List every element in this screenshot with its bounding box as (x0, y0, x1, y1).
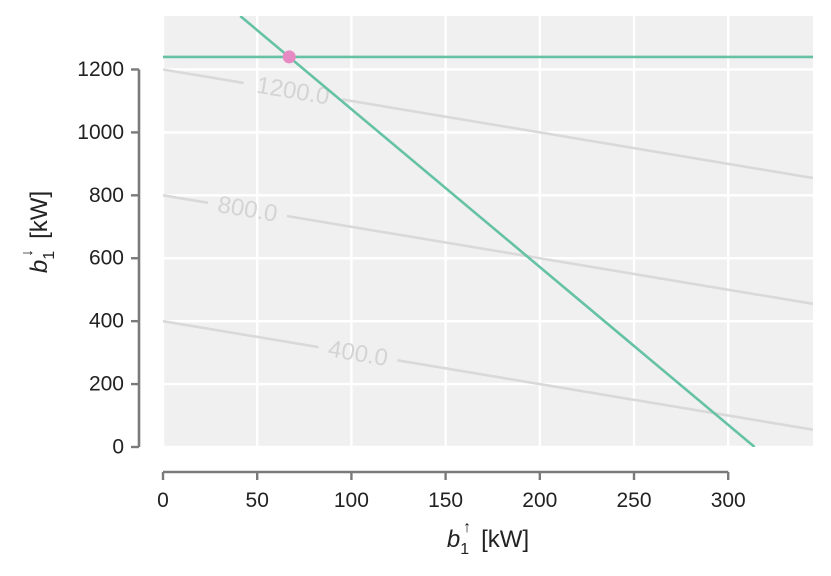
x-axis: 0 50 100 150 200 250 300 (157, 470, 746, 512)
x-tick-label-0: 0 (157, 489, 169, 512)
x-tick-label-250: 250 (616, 489, 651, 512)
contour-line-800-b (286, 214, 813, 306)
x-tick-label-150: 150 (428, 489, 463, 512)
y-axis-unit: [kW] (26, 191, 53, 239)
constraint-line-2 (239, 16, 756, 447)
y-axis-variable: b (26, 260, 53, 273)
y-tick-label-600: 600 (89, 247, 124, 270)
constraint-lines (163, 16, 813, 447)
x-axis-subscript: 1 (460, 541, 469, 558)
x-axis-label: b1 ↑ [kW] (447, 519, 529, 558)
y-axis-label: b1 ↓ [kW] (19, 191, 58, 273)
x-tick-label-300: 300 (711, 489, 746, 512)
y-tick-label-0: 0 (112, 436, 124, 459)
contour-line-400-a (163, 319, 319, 349)
contour-line-400-b (397, 359, 813, 431)
y-tick-label-1000: 1000 (77, 121, 124, 144)
contour-line-1200-a (163, 68, 244, 85)
x-tick-label-100: 100 (334, 489, 369, 512)
grid (161, 16, 813, 449)
x-axis-variable: b (447, 526, 460, 553)
x-axis-unit: [kW] (481, 526, 529, 553)
x-tick-label-50: 50 (246, 489, 269, 512)
y-axis: 0 200 400 600 800 1000 1200 (77, 58, 141, 459)
y-tick-label-200: 200 (89, 373, 124, 396)
optimum-marker (282, 50, 296, 64)
y-axis-superscript: ↓ (19, 249, 36, 257)
marker-layer (282, 50, 296, 64)
y-tick-label-800: 800 (89, 184, 124, 207)
x-tick-label-200: 200 (522, 489, 557, 512)
contour-line-1200-b (342, 98, 813, 180)
y-tick-label-1200: 1200 (77, 58, 124, 81)
x-axis-superscript: ↑ (463, 519, 471, 536)
y-tick-label-400: 400 (89, 310, 124, 333)
y-axis-subscript: 1 (41, 251, 58, 260)
contour-line-800-a (163, 194, 209, 205)
